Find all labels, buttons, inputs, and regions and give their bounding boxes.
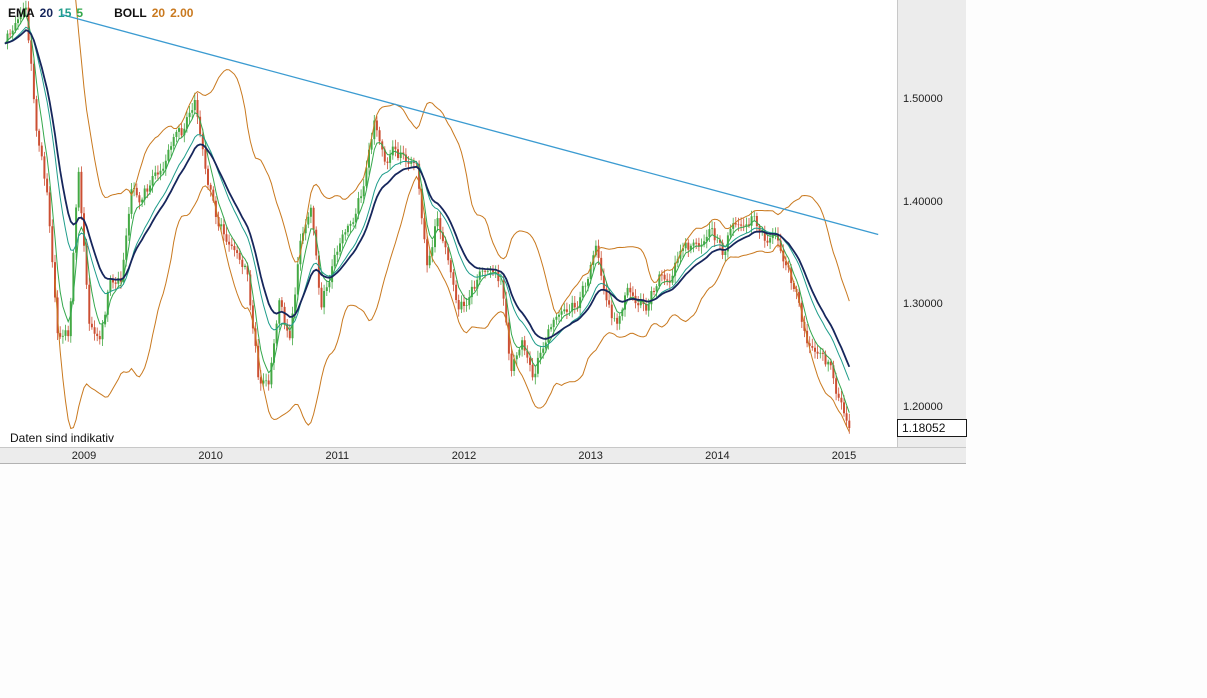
ema-period-20: 20: [39, 6, 54, 20]
time-axis-label: 2009: [71, 450, 97, 462]
bollinger-upper-band: [75, 0, 850, 315]
ema-indicator-label: EMA: [8, 6, 35, 20]
price-axis-label: 1.30000: [903, 298, 943, 311]
time-axis-label: 2013: [578, 450, 603, 462]
price-axis-label: 1.40000: [903, 195, 943, 208]
time-axis-label: 2012: [451, 450, 477, 462]
candles-down-wicks: [9, 1, 850, 434]
disclaimer-text: Daten sind indikativ: [10, 431, 115, 445]
indicator-legend[interactable]: EMA 20 15 5 BOLL 20 2.00: [8, 6, 198, 20]
price-axis-label: 1.20000: [903, 401, 943, 413]
ema-period-15: 15: [58, 6, 72, 20]
ema-15-line: [4, 26, 850, 381]
ema-20-line: [4, 29, 851, 368]
time-axis-label: 2015: [831, 450, 857, 462]
boll-period: 20: [151, 6, 166, 20]
chart-panel: EMA 20 15 5 BOLL 20 2.00 Daten sind indikativ …: [0, 0, 967, 464]
price-chart-svg[interactable]: [0, 0, 897, 447]
trendline[interactable]: [62, 14, 879, 236]
time-axis-label: 2011: [325, 450, 350, 462]
last-price-value: 1.18052: [902, 421, 946, 435]
time-axis[interactable]: 2009 2010 2011 2012 2013 2014 2015: [0, 447, 966, 464]
time-axis-label: 2014: [705, 450, 730, 462]
ema-5-line: [4, 13, 850, 413]
candles-up-bodies: [6, 7, 830, 385]
price-axis-label: 1.50000: [903, 93, 943, 105]
price-axis[interactable]: 1.50000 1.40000 1.30000 1.20000: [897, 0, 966, 447]
last-price-box: 1.18052: [897, 419, 967, 437]
candles-down-bodies: [9, 7, 851, 428]
boll-stddev: 2.00: [170, 6, 194, 20]
bollinger-lower-band: [54, 175, 850, 433]
ema-period-5: 5: [76, 6, 84, 20]
boll-indicator-label: BOLL: [114, 6, 147, 20]
time-axis-label: 2010: [198, 450, 223, 462]
